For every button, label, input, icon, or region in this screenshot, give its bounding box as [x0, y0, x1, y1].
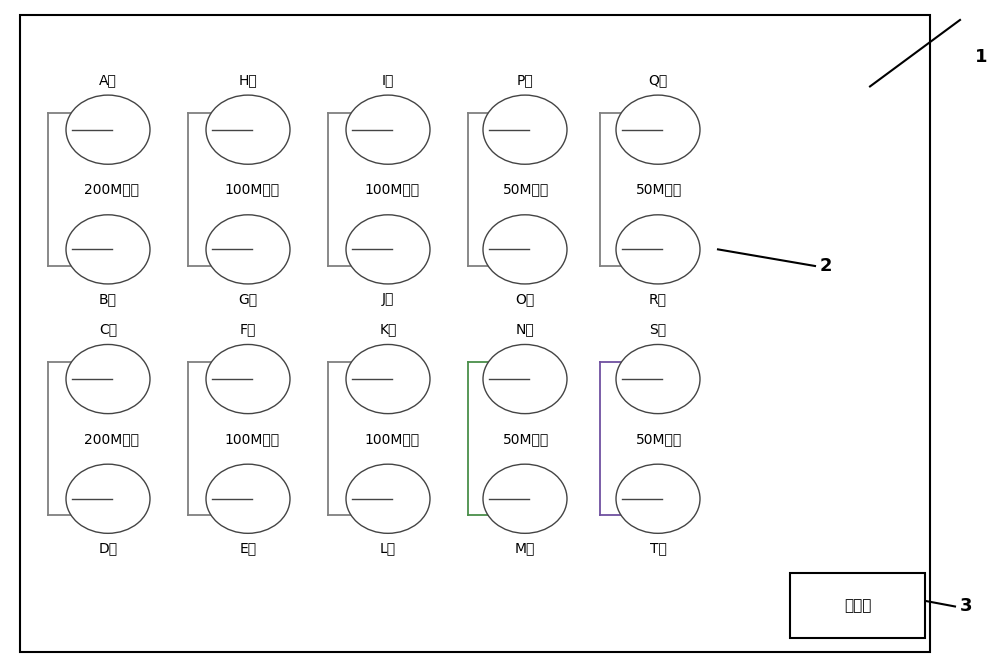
Text: 3: 3 — [960, 597, 972, 616]
Ellipse shape — [483, 344, 567, 414]
Text: 2: 2 — [820, 257, 832, 275]
Text: B孔: B孔 — [99, 292, 117, 306]
Text: 50M电缆: 50M电缆 — [636, 432, 682, 446]
Text: 100M电缆: 100M电缆 — [364, 182, 419, 197]
Text: Q孔: Q孔 — [648, 73, 668, 87]
Text: 100M电缆: 100M电缆 — [224, 432, 279, 446]
Ellipse shape — [66, 464, 150, 533]
Text: S孔: S孔 — [649, 323, 667, 336]
Text: I孔: I孔 — [382, 73, 394, 87]
Ellipse shape — [483, 95, 567, 164]
Ellipse shape — [206, 464, 290, 533]
Text: 1: 1 — [975, 47, 988, 66]
Text: 50M电缆: 50M电缆 — [636, 182, 682, 197]
Text: 50M电缆: 50M电缆 — [503, 432, 550, 446]
Ellipse shape — [616, 215, 700, 284]
Ellipse shape — [346, 344, 430, 414]
Text: J孔: J孔 — [382, 292, 394, 306]
Text: G孔: G孔 — [238, 292, 258, 306]
Text: O孔: O孔 — [515, 292, 535, 306]
Text: 100M电缆: 100M电缆 — [224, 182, 279, 197]
Ellipse shape — [206, 344, 290, 414]
Ellipse shape — [616, 344, 700, 414]
Text: 200M电缆: 200M电缆 — [84, 432, 139, 446]
Ellipse shape — [66, 95, 150, 164]
Text: C孔: C孔 — [99, 323, 117, 336]
Text: M孔: M孔 — [515, 541, 535, 555]
Ellipse shape — [346, 464, 430, 533]
Bar — [790, 573, 925, 638]
Text: 100M电缆: 100M电缆 — [364, 432, 419, 446]
Ellipse shape — [483, 215, 567, 284]
Text: L孔: L孔 — [380, 541, 396, 555]
Ellipse shape — [483, 464, 567, 533]
Text: N孔: N孔 — [516, 323, 534, 336]
Ellipse shape — [346, 215, 430, 284]
Text: D孔: D孔 — [98, 541, 118, 555]
Text: 200M电缆: 200M电缆 — [84, 182, 139, 197]
Text: 放电球: 放电球 — [844, 598, 871, 613]
Ellipse shape — [616, 95, 700, 164]
Ellipse shape — [346, 95, 430, 164]
Text: A孔: A孔 — [99, 73, 117, 87]
Text: R孔: R孔 — [649, 292, 667, 306]
Text: T孔: T孔 — [650, 541, 666, 555]
Ellipse shape — [206, 215, 290, 284]
Text: E孔: E孔 — [239, 541, 257, 555]
Text: P孔: P孔 — [517, 73, 533, 87]
Text: F孔: F孔 — [240, 323, 256, 336]
Ellipse shape — [66, 215, 150, 284]
Text: K孔: K孔 — [379, 323, 397, 336]
Ellipse shape — [206, 95, 290, 164]
Ellipse shape — [66, 344, 150, 414]
Text: 50M电缆: 50M电缆 — [503, 182, 550, 197]
Ellipse shape — [616, 464, 700, 533]
Text: H孔: H孔 — [239, 73, 257, 87]
